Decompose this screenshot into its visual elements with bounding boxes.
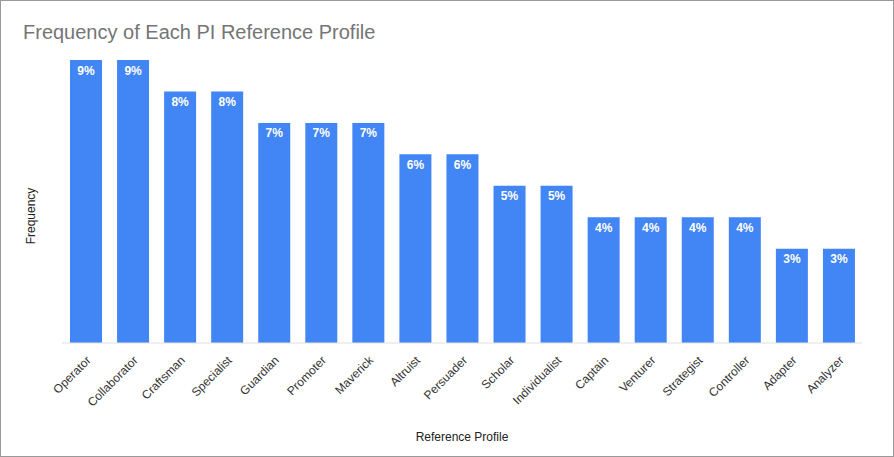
- svg-text:Individualist: Individualist: [510, 353, 565, 408]
- svg-text:4%: 4%: [595, 221, 613, 235]
- svg-text:Collaborator: Collaborator: [85, 353, 141, 409]
- svg-text:Controller: Controller: [706, 353, 753, 400]
- svg-text:6%: 6%: [407, 158, 425, 172]
- html-text:Frequency: Frequency: [24, 187, 38, 245]
- html-text:Frequency of Each PI Reference: Frequency of Each PI Reference Profile: [23, 21, 376, 43]
- svg-text:Craftsman: Craftsman: [139, 353, 188, 402]
- svg-text:3%: 3%: [783, 252, 801, 266]
- svg-text:Operator: Operator: [50, 353, 93, 396]
- svg-text:Reference Profile: Reference Profile: [416, 430, 509, 444]
- svg-text:7%: 7%: [266, 126, 284, 140]
- svg-text:Venturer: Venturer: [616, 353, 658, 395]
- svg-text:5%: 5%: [548, 189, 566, 203]
- svg-text:Persuader: Persuader: [421, 353, 470, 402]
- svg-text:6%: 6%: [454, 158, 472, 172]
- svg-text:Strategist: Strategist: [660, 353, 706, 399]
- svg-text:5%: 5%: [501, 189, 519, 203]
- svg-text:Adapter: Adapter: [760, 353, 800, 393]
- svg-text:Specialist: Specialist: [189, 353, 236, 400]
- svg-text:8%: 8%: [219, 95, 237, 109]
- svg-text:7%: 7%: [360, 126, 378, 140]
- svg-text:Maverick: Maverick: [332, 353, 377, 398]
- svg-text:9%: 9%: [77, 64, 95, 78]
- svg-text:Captain: Captain: [572, 353, 611, 392]
- svg-text:Altruist: Altruist: [387, 353, 423, 389]
- svg-text:7%: 7%: [313, 126, 331, 140]
- svg-text:Analyzer: Analyzer: [804, 353, 847, 396]
- svg-text:8%: 8%: [171, 95, 189, 109]
- svg-text:3%: 3%: [830, 252, 848, 266]
- svg-text:Scholar: Scholar: [479, 353, 518, 392]
- svg-text:Guardian: Guardian: [237, 353, 282, 398]
- svg-text:Promoter: Promoter: [284, 353, 329, 398]
- svg-text:9%: 9%: [124, 64, 142, 78]
- svg-text:4%: 4%: [736, 221, 754, 235]
- svg-text:4%: 4%: [689, 221, 707, 235]
- svg-text:4%: 4%: [642, 221, 660, 235]
